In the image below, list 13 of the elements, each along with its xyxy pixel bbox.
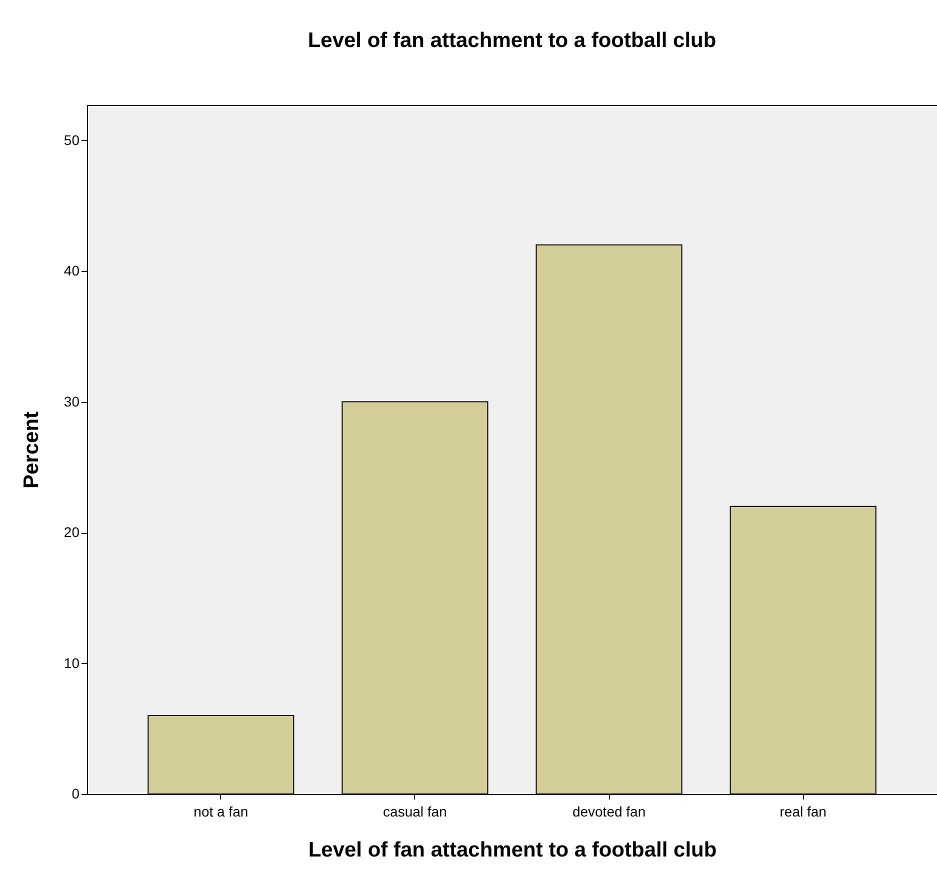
- x-tick-label: devoted fan: [572, 804, 646, 820]
- x-axis-title: Level of fan attachment to a football club: [308, 838, 717, 862]
- y-tick-label: 10: [64, 654, 80, 671]
- chart-title: Level of fan attachment to a football club: [308, 29, 716, 52]
- y-tick-label: 30: [64, 393, 80, 410]
- y-tick-label: 50: [64, 132, 80, 148]
- y-tick-label: 20: [64, 524, 80, 540]
- x-tick-label: real fan: [780, 804, 826, 820]
- x-tick-label: not a fan: [194, 804, 248, 820]
- x-tick-label: casual fan: [383, 804, 447, 820]
- y-tick-label: 0: [72, 786, 80, 802]
- y-axis-title: Percent: [20, 411, 43, 489]
- y-tick-label: 40: [64, 262, 80, 279]
